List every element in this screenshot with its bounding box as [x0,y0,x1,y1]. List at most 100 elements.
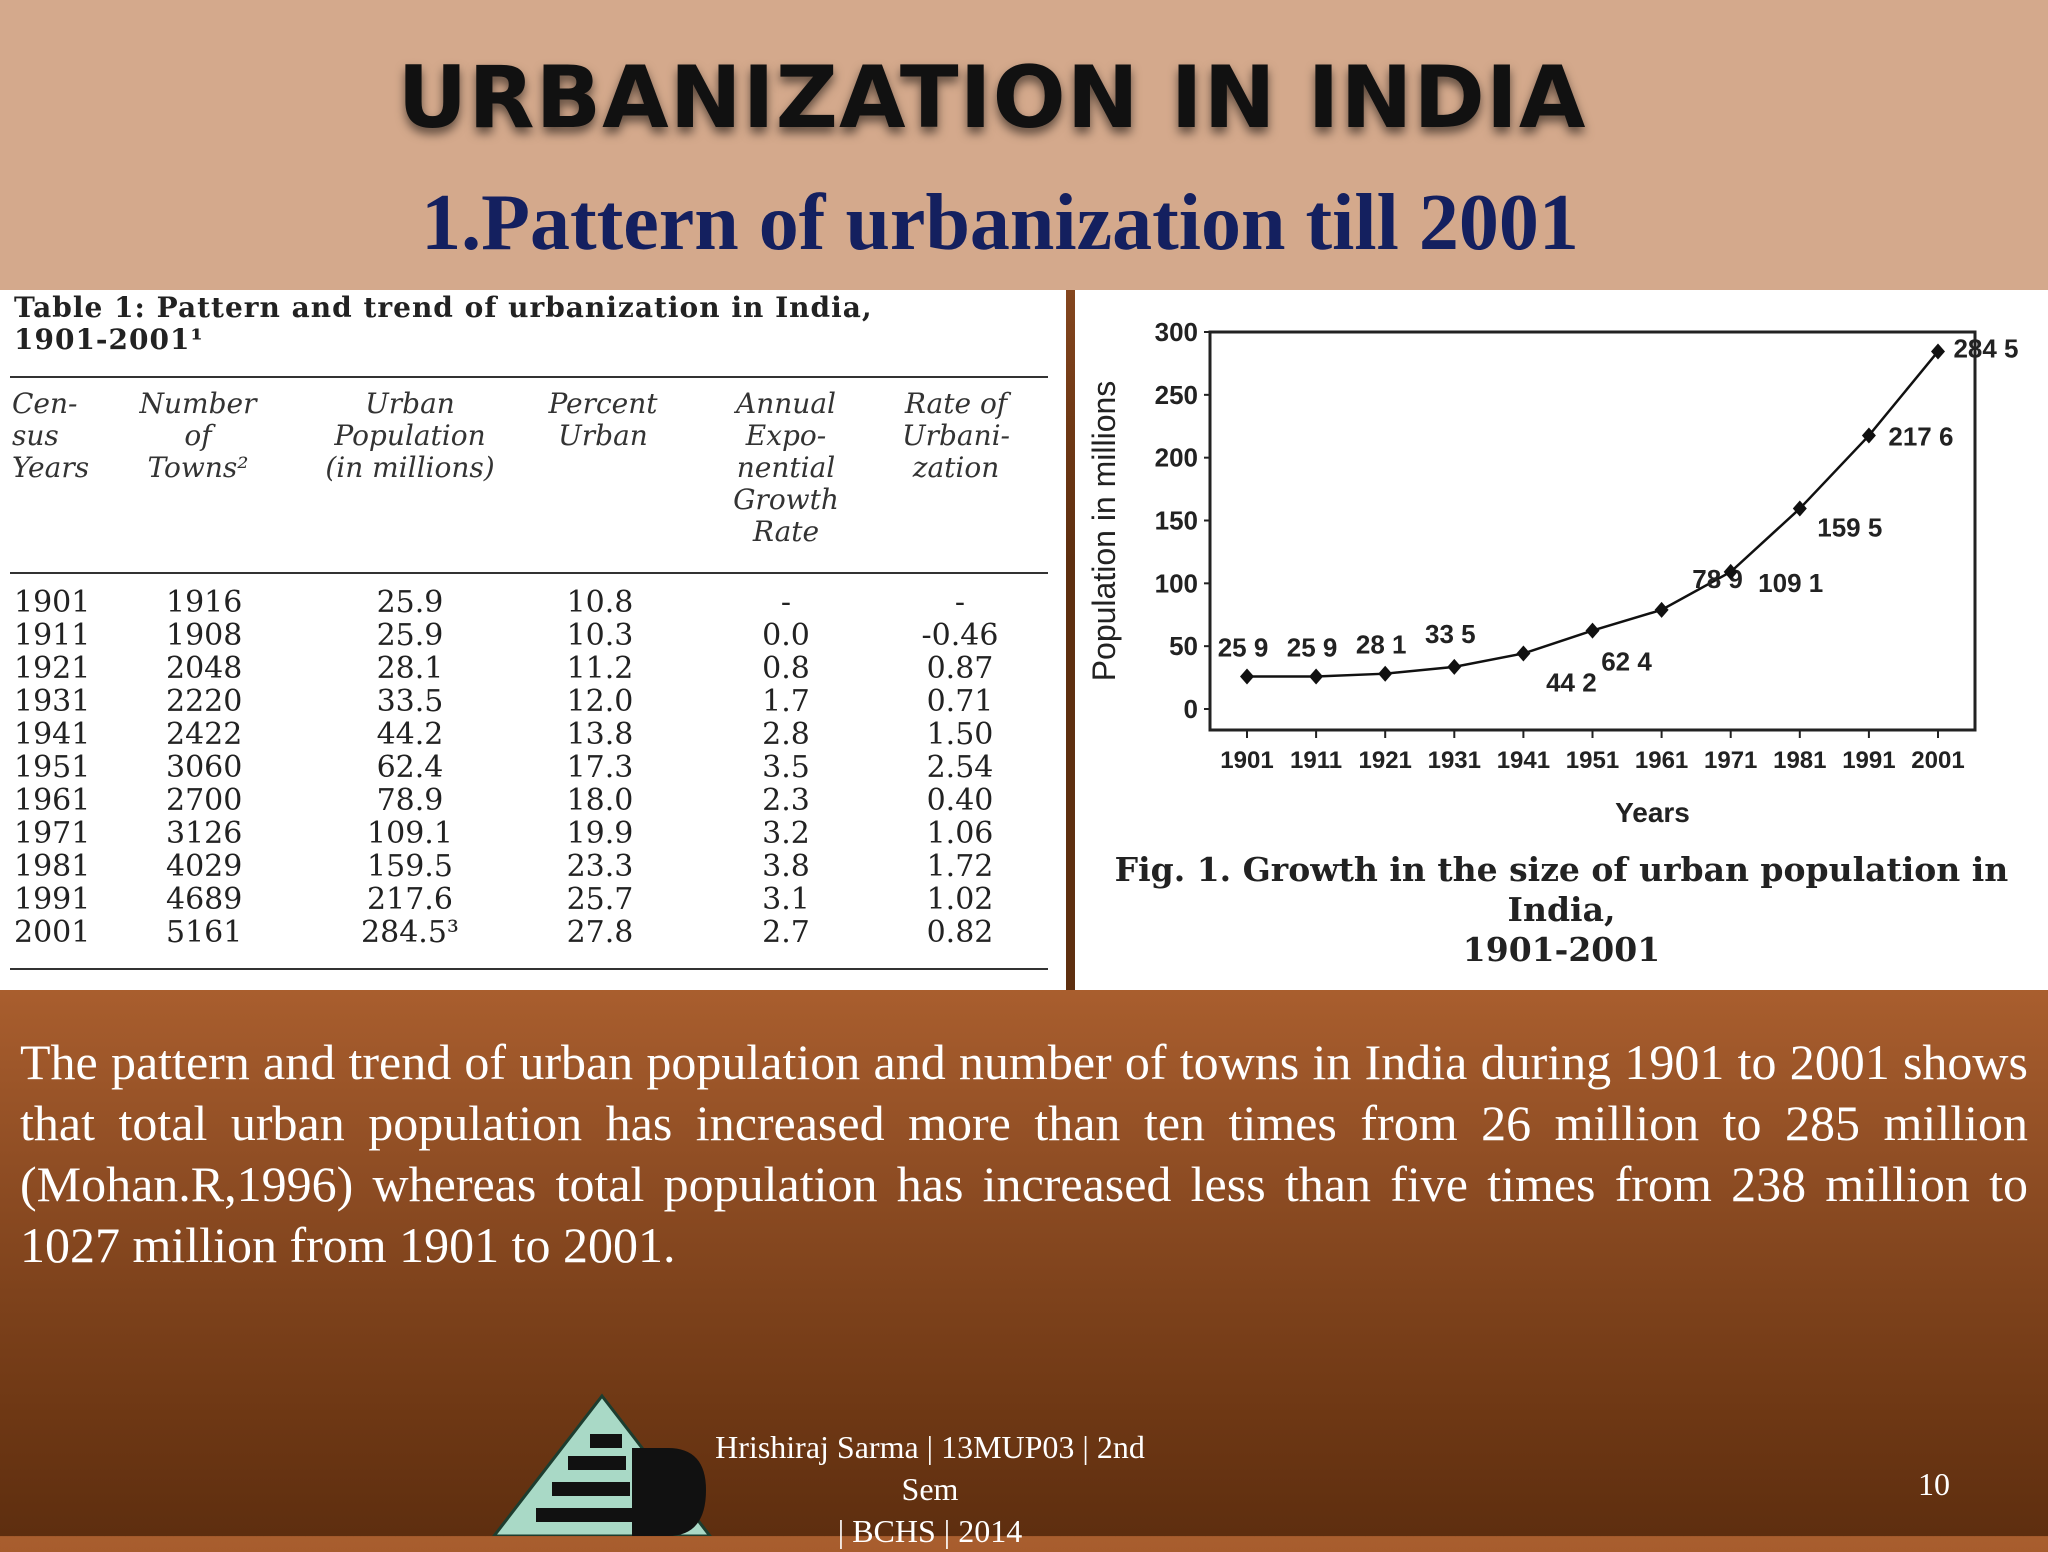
x-tick-label: 1901 [1220,747,1273,774]
figure-caption-line2: 1901-2001 [1462,930,1661,969]
cell-year: 1911 [14,618,91,653]
cell-year: 1901 [14,585,91,620]
cell-towns: 3126 [166,816,243,851]
table-row: 1961 2700 78.9 18.0 2.3 0.40 [0,784,1066,817]
cell-towns: 1916 [166,585,243,620]
y-tick-label: 300 [1155,317,1198,347]
cell-percent-urban: 17.3 [566,750,634,785]
data-label: 44 2 [1546,667,1597,697]
cell-percent-urban: 13.8 [566,717,634,752]
data-point [1240,668,1254,685]
header-rate-of-urbanization: Rate of Urbani- zation [876,388,1036,484]
data-label: 28 1 [1356,630,1407,660]
cell-urban-population: 284.5³ [361,915,459,950]
table-row: 1901 1916 25.9 10.8 - - [0,586,1066,619]
header-census-years: Cen- sus Years [12,388,102,484]
header-text: Number [139,387,257,420]
header-band [0,0,2048,290]
data-point [1309,668,1324,685]
cell-growth-rate: 3.8 [762,849,810,884]
x-tick-label: 1931 [1428,747,1481,774]
header-text: Urban [558,419,648,452]
table-caption-line2: 1901-2001¹ [14,323,204,356]
table-header-rule [10,572,1048,574]
cell-urban-population: 44.2 [376,717,444,752]
cell-growth-rate: 0.8 [762,651,810,686]
cell-towns: 5161 [166,915,243,950]
cell-urban-population: 109.1 [367,816,453,851]
cell-growth-rate: 2.7 [762,915,810,950]
header-text: Growth [733,483,839,516]
urban-population-chart-panel: 0 50 100 150 200 250 300 1901 1911 1921 1931 1941 19… [1075,290,2048,990]
cell-towns: 2422 [166,717,243,752]
cell-urbanization-rate: 0.82 [926,915,994,950]
cell-percent-urban: 25.7 [566,882,634,917]
slide-number: 10 [1918,1466,1950,1502]
table-bottom-rule [10,968,1048,970]
cell-growth-rate: 3.2 [762,816,810,851]
y-tick-label: 0 [1184,694,1198,724]
cell-urbanization-rate: - [954,585,966,620]
cell-urban-population: 62.4 [376,750,444,785]
header-text: Rate of [904,387,1008,420]
x-tick-label: 1941 [1497,747,1550,774]
table-caption: Table 1: Pattern and trend of urbanizati… [14,292,1054,356]
slide-body-text: The pattern and trend of urban populatio… [20,1034,2028,1273]
table-row: 1931 2220 33.5 12.0 1.7 0.71 [0,685,1066,718]
header-text: Percent [548,387,658,420]
table-top-rule [10,376,1048,378]
header-text: of [184,419,212,452]
header-text: Years [12,451,90,484]
cell-urbanization-rate: -0.46 [921,618,999,653]
data-point [1447,658,1462,675]
header-urban-population: Urban Population (in millions) [296,388,524,484]
footer-author-line1: Hrishiraj Sarma | 13MUP03 | 2nd Sem [715,1429,1145,1507]
cell-urbanization-rate: 1.02 [926,882,994,917]
cell-urbanization-rate: 1.50 [926,717,994,752]
cell-urbanization-rate: 0.40 [926,783,994,818]
x-tick-label: 1971 [1704,747,1757,774]
data-label: 25 9 [1218,632,1269,662]
cell-urban-population: 78.9 [376,783,444,818]
x-tick-label: 1991 [1842,747,1895,774]
cell-growth-rate: 0.0 [762,618,810,653]
data-point [1654,601,1669,618]
data-label: 159 5 [1817,513,1882,543]
cell-growth-rate: 3.5 [762,750,810,785]
cell-growth-rate: - [780,585,792,620]
y-tick-label: 100 [1155,568,1198,598]
y-axis-label: Population in millions [1086,381,1122,682]
slide-background [0,990,2048,1536]
header-text: Population [334,419,486,452]
urban-population-line-chart: 0 50 100 150 200 250 300 1901 1911 1921 1931 1941 19… [1086,317,2019,828]
header-text: nential [736,451,836,484]
table-body: 1901 1916 25.9 10.8 - - 1911 1908 25.9 10.3 0.0 -0.… [0,586,1066,949]
header-text: sus [12,419,59,452]
cell-percent-urban: 27.8 [566,915,634,950]
header-annual-growth-rate: Annual Expo- nential Growth Rate [706,388,866,548]
y-tick-label: 250 [1155,380,1198,410]
cell-towns: 3060 [166,750,243,785]
x-tick-label: 1951 [1566,747,1619,774]
cell-urban-population: 25.9 [376,585,444,620]
header-text: Urban [365,387,455,420]
cell-urbanization-rate: 1.72 [926,849,994,884]
data-point [1585,622,1600,639]
cell-urban-population: 25.9 [376,618,444,653]
x-tick-label: 2001 [1911,747,1964,774]
cell-growth-rate: 3.1 [762,882,810,917]
header-text: Cen- [12,387,78,420]
cell-urban-population: 28.1 [376,651,444,686]
cell-growth-rate: 2.8 [762,717,810,752]
cell-year: 2001 [14,915,91,950]
cell-urbanization-rate: 2.54 [926,750,994,785]
cell-year: 1981 [14,849,91,884]
cell-year: 1921 [14,651,91,686]
table-caption-line1: Table 1: Pattern and trend of urbanizati… [14,291,873,324]
cell-year: 1951 [14,750,91,785]
header-text: Urbani- [901,419,1011,452]
x-tick-label: 1981 [1773,747,1826,774]
triangle-logo-icon [492,1393,712,1536]
data-label: 109 1 [1758,568,1823,598]
cell-towns: 1908 [166,618,243,653]
